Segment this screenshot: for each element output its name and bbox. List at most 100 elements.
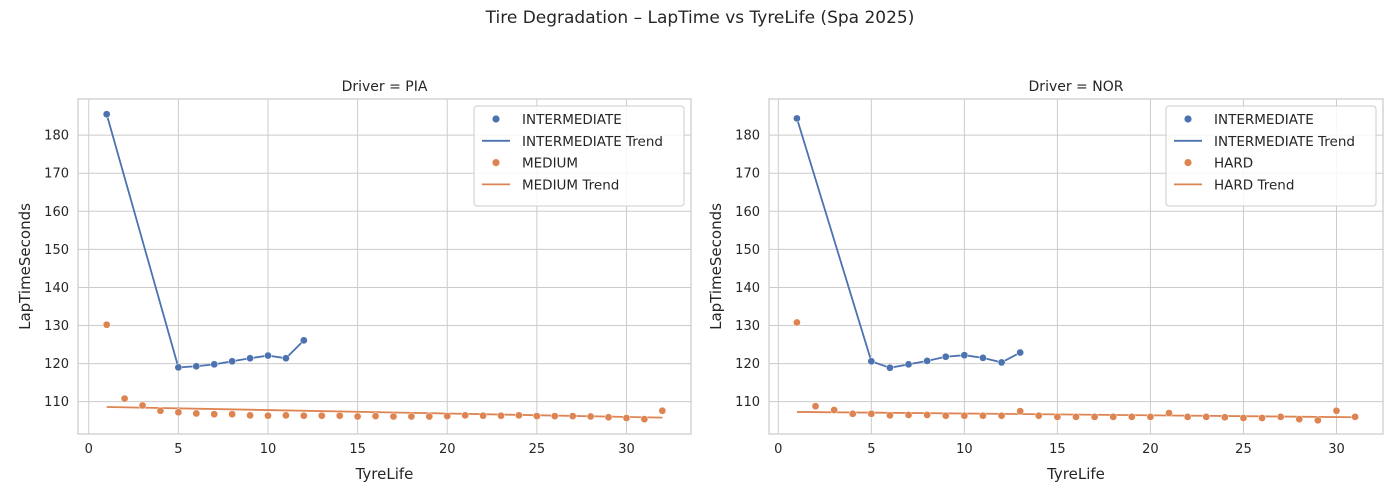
data-point-medium — [120, 394, 129, 403]
data-point-hard — [811, 402, 820, 411]
subplot-title: Driver = NOR — [1029, 79, 1124, 95]
data-point-medium — [550, 412, 559, 420]
x-tick-label: 20 — [439, 442, 456, 457]
data-point-intermediate — [904, 360, 913, 369]
plot-frame — [77, 98, 692, 435]
data-point-hard — [1276, 413, 1285, 421]
data-point-hard — [1072, 413, 1080, 421]
legend-entry: HARD Trend — [1214, 177, 1294, 193]
figure-title: Tire Degradation – LapTime vs TyreLife (… — [485, 8, 915, 28]
x-tick-label: 20 — [1142, 442, 1159, 457]
data-point-medium — [461, 411, 470, 420]
legend-marker — [1184, 159, 1192, 167]
data-point-medium — [586, 412, 595, 421]
x-tick-label: 10 — [260, 442, 277, 457]
data-point-medium — [497, 411, 505, 420]
x-tick-label: 30 — [618, 442, 635, 457]
y-tick-label: 130 — [44, 319, 69, 334]
legend-entry: MEDIUM Trend — [522, 177, 619, 193]
data-point-medium — [515, 411, 523, 420]
data-point-medium — [264, 411, 272, 420]
legend-entry: INTERMEDIATE — [522, 112, 622, 128]
y-axis-label: LapTimeSeconds — [16, 203, 34, 330]
x-tick-label: 5 — [174, 442, 182, 457]
legend-box — [1165, 105, 1377, 207]
data-point-medium — [174, 408, 183, 417]
subplot-title: Driver = PIA — [342, 79, 428, 95]
data-point-hard — [960, 411, 969, 420]
x-tick-label: 0 — [85, 442, 93, 457]
x-tick-label: 10 — [956, 442, 973, 457]
data-point-hard — [867, 409, 876, 418]
x-tick-label: 15 — [349, 442, 366, 457]
data-point-hard — [1314, 416, 1322, 425]
legend-box — [473, 105, 685, 207]
legend-marker — [492, 159, 500, 167]
data-point-medium — [407, 412, 416, 421]
data-point-hard — [793, 318, 801, 327]
data-point-hard — [1258, 414, 1266, 422]
data-point-hard — [1351, 413, 1359, 421]
data-point-hard — [1090, 413, 1099, 421]
y-tick-label: 180 — [44, 129, 69, 144]
y-tick-label: 160 — [735, 205, 760, 220]
data-point-hard — [904, 411, 913, 419]
y-tick-label: 120 — [44, 357, 69, 372]
y-tick-label: 170 — [735, 167, 760, 182]
data-point-hard — [1295, 415, 1304, 424]
data-point-medium — [640, 415, 649, 424]
data-point-intermediate — [960, 351, 969, 360]
trend-line-intermediate — [796, 118, 1021, 369]
data-point-intermediate — [1016, 348, 1025, 357]
legend-entry: INTERMEDIATE Trend — [522, 134, 663, 150]
y-tick-label: 120 — [735, 357, 760, 372]
x-tick-label: 0 — [774, 442, 782, 457]
data-point-intermediate — [923, 357, 932, 365]
data-point-medium — [246, 411, 254, 420]
y-tick-label: 170 — [44, 167, 69, 182]
data-point-medium — [371, 412, 380, 420]
data-point-medium — [533, 412, 541, 420]
data-point-hard — [941, 411, 950, 420]
legend: INTERMEDIATE INTERMEDIATE Trend MEDIUM MEDI… — [473, 105, 685, 207]
data-point-medium — [443, 412, 452, 420]
data-point-intermediate — [997, 358, 1006, 367]
data-point-hard — [848, 409, 857, 418]
plot-frame — [768, 98, 1384, 435]
data-point-medium — [425, 412, 434, 421]
legend-entry: INTERMEDIATE Trend — [1214, 134, 1355, 150]
data-point-hard — [997, 411, 1006, 420]
data-point-medium — [604, 413, 613, 422]
legend-entry: INTERMEDIATE — [1214, 112, 1314, 128]
data-point-medium — [102, 320, 111, 329]
data-point-hard — [923, 411, 932, 419]
data-point-medium — [622, 414, 631, 422]
subplot-2: 0 5 10 15 20 25 30 110 120 130 140 150 160 170 180 Driv… — [707, 79, 1384, 483]
y-tick-label: 150 — [735, 243, 760, 258]
data-point-hard — [979, 411, 987, 420]
y-tick-label: 160 — [44, 205, 69, 220]
data-point-hard — [886, 411, 894, 420]
data-point-medium — [479, 411, 487, 420]
data-point-intermediate — [282, 354, 290, 363]
legend-marker — [1184, 115, 1192, 123]
data-point-medium — [228, 410, 236, 419]
data-point-hard — [1053, 413, 1062, 421]
y-tick-label: 110 — [735, 395, 760, 410]
data-point-hard — [830, 406, 838, 414]
data-point-intermediate — [246, 354, 254, 363]
data-point-medium — [317, 411, 326, 420]
data-point-intermediate — [264, 351, 272, 360]
y-tick-label: 180 — [735, 129, 760, 144]
y-tick-label: 140 — [735, 281, 760, 296]
data-point-hard — [1183, 413, 1192, 421]
data-point-intermediate — [886, 363, 894, 372]
x-tick-label: 30 — [1328, 442, 1345, 457]
data-point-medium — [210, 410, 219, 419]
data-point-hard — [1146, 413, 1155, 421]
data-point-intermediate — [228, 357, 236, 366]
data-point-intermediate — [192, 362, 201, 371]
x-tick-label: 5 — [867, 442, 875, 457]
data-point-hard — [1332, 406, 1341, 415]
